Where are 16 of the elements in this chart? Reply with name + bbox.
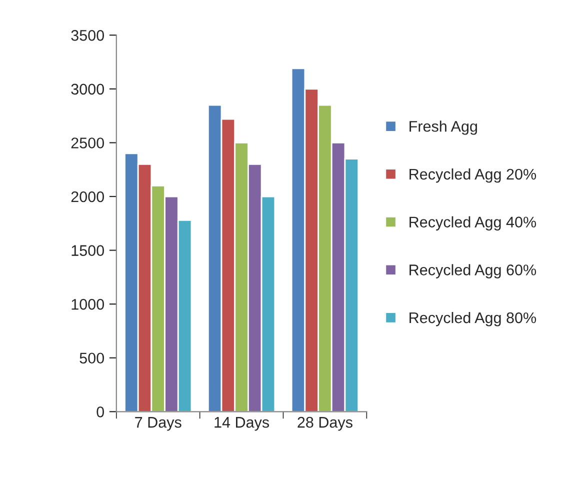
legend-label: Recycled Agg 40%	[410, 216, 536, 231]
y-tick-label: 0	[96, 406, 104, 418]
legend-label: Recycled Agg 80%	[410, 312, 536, 326]
y-tick-label: 3500	[71, 30, 104, 41]
legend-label: Recycled Agg 60%	[410, 264, 536, 278]
legend-label: Fresh Agg	[410, 120, 477, 135]
y-tick-label: 2500	[71, 138, 104, 148]
legend-label: Recycled Agg 20%	[410, 168, 536, 183]
x-tick-label: 7 Days	[135, 417, 182, 431]
y-tick-label: 2000	[71, 191, 104, 202]
y-tick-label: 3000	[71, 84, 104, 95]
y-tick-label: 500	[80, 352, 104, 364]
y-tick-label: 1500	[72, 245, 104, 256]
y-tick-label: 1000	[72, 298, 104, 310]
x-tick-label: 28 Days	[298, 416, 352, 431]
x-tick-label: 14 Days	[214, 417, 270, 431]
